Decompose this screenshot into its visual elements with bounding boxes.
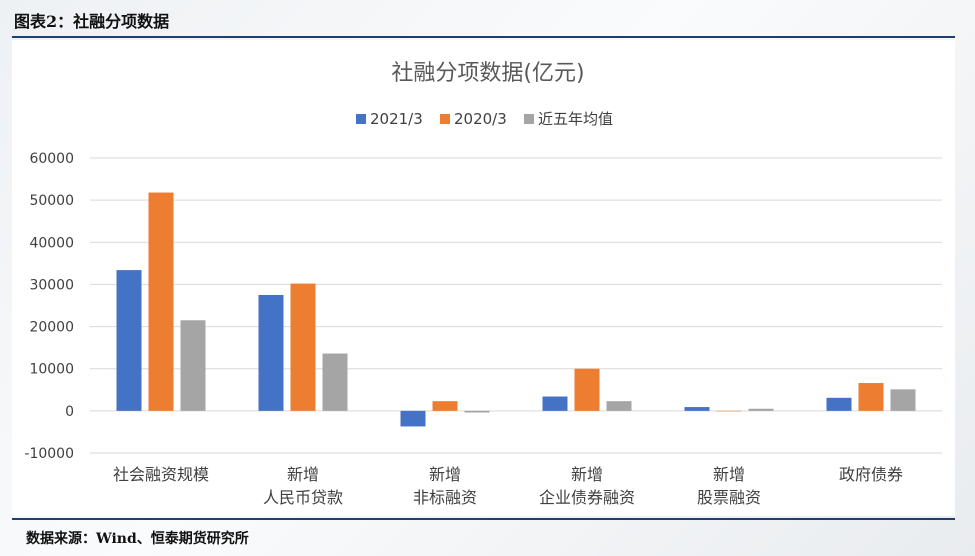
bar-chart: 社融分项数据(亿元) 2021/3 2020/3 近五年均值 60000 50000 4… bbox=[24, 61, 942, 507]
bar bbox=[684, 407, 710, 411]
legend-label: 2021/3 bbox=[370, 110, 423, 128]
x-category-label: 股票融资 bbox=[697, 488, 761, 507]
y-tick-label: 40000 bbox=[29, 235, 74, 251]
y-tick-label: 0 bbox=[65, 404, 74, 420]
bar bbox=[148, 192, 174, 411]
x-category-label: 社会融资规模 bbox=[113, 465, 209, 484]
chart-legend: 2021/3 2020/3 近五年均值 bbox=[356, 110, 613, 128]
figure-caption: 图表2：社融分项数据 bbox=[14, 12, 170, 31]
bar bbox=[432, 401, 458, 411]
y-tick-label: 20000 bbox=[29, 320, 74, 336]
legend-label: 近五年均值 bbox=[538, 110, 613, 128]
chart-title: 社融分项数据(亿元) bbox=[391, 61, 584, 86]
legend-label: 2020/3 bbox=[454, 110, 507, 128]
bar bbox=[116, 270, 142, 411]
bar bbox=[748, 408, 774, 411]
bar bbox=[322, 353, 348, 411]
bar bbox=[180, 320, 206, 411]
x-category-label: 新增 bbox=[713, 465, 745, 484]
chart-panel: 社融分项数据(亿元) 2021/3 2020/3 近五年均值 60000 50000 4… bbox=[12, 40, 955, 516]
legend-swatch bbox=[440, 114, 450, 124]
bar bbox=[464, 410, 490, 413]
y-tick-label: 30000 bbox=[29, 277, 74, 293]
bars bbox=[116, 192, 916, 427]
legend-swatch bbox=[524, 114, 534, 124]
bar bbox=[574, 368, 600, 411]
x-category-label: 新增 bbox=[287, 465, 319, 484]
bar bbox=[542, 396, 568, 411]
legend-swatch bbox=[356, 114, 366, 124]
bar bbox=[258, 294, 284, 411]
x-category-label: 非标融资 bbox=[413, 488, 477, 507]
x-category-label: 新增 bbox=[429, 465, 461, 484]
x-category-label: 人民币贷款 bbox=[263, 488, 343, 507]
source-note: 数据来源：Wind、恒泰期货研究所 bbox=[26, 531, 249, 547]
y-axis: 60000 50000 40000 30000 20000 10000 0 -10000 bbox=[24, 151, 74, 462]
bottom-divider bbox=[12, 518, 955, 520]
x-category-label: 企业债券融资 bbox=[539, 488, 635, 507]
y-tick-label: 50000 bbox=[29, 193, 74, 209]
x-category-label: 新增 bbox=[571, 465, 603, 484]
top-divider bbox=[12, 36, 955, 38]
y-tick-label: -10000 bbox=[24, 446, 74, 462]
bar bbox=[716, 410, 742, 412]
bar bbox=[606, 401, 632, 411]
bar bbox=[890, 389, 916, 411]
bar bbox=[858, 383, 884, 411]
x-category-label: 政府债券 bbox=[839, 465, 903, 484]
bar bbox=[826, 397, 852, 411]
gridlines bbox=[90, 157, 942, 454]
bar bbox=[400, 410, 426, 427]
bar bbox=[290, 283, 316, 411]
y-tick-label: 60000 bbox=[29, 151, 74, 167]
y-tick-label: 10000 bbox=[29, 362, 74, 378]
